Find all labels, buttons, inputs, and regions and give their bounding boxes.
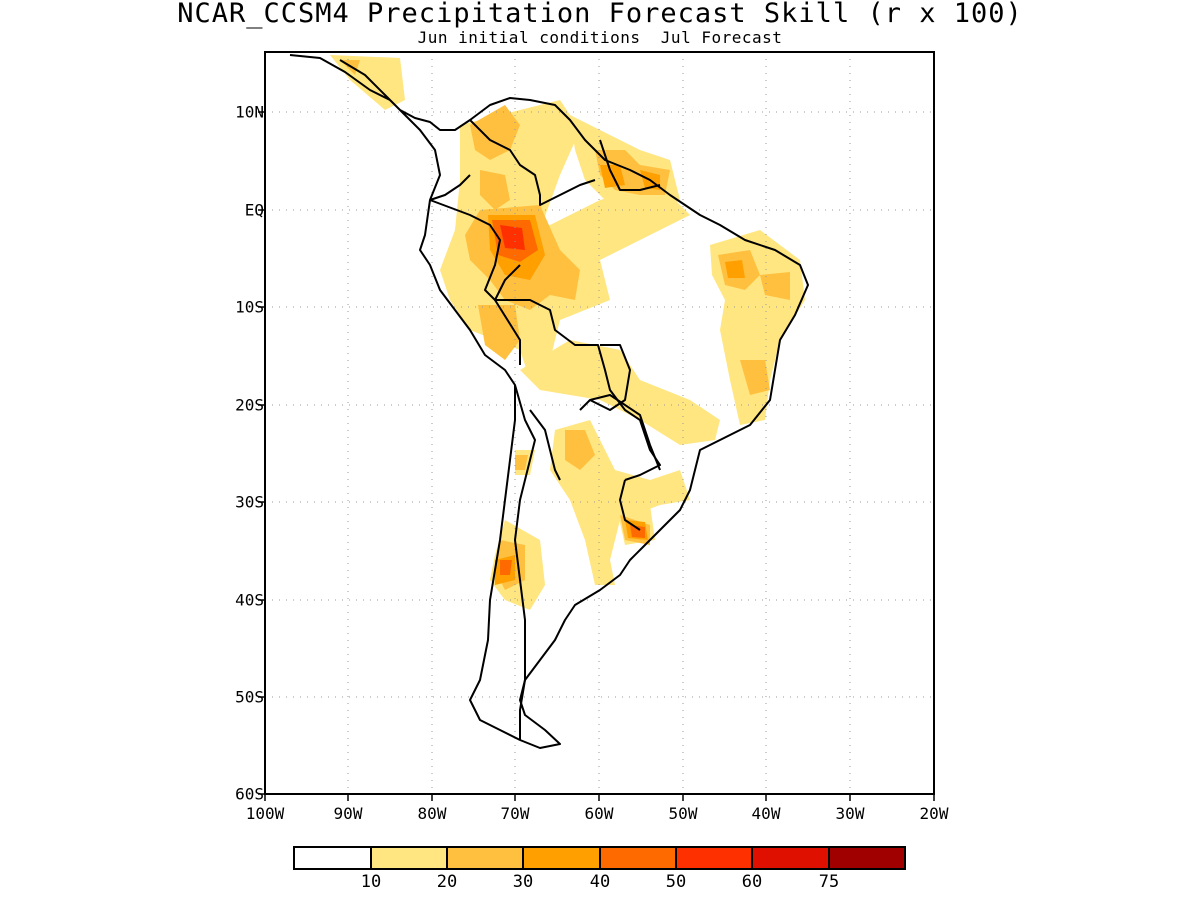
colorbar bbox=[293, 846, 906, 870]
lat-label: 50S bbox=[235, 687, 264, 707]
colorbar-label: 50 bbox=[665, 872, 687, 892]
colorbar-label: 30 bbox=[512, 872, 534, 892]
lon-label: 90W bbox=[333, 804, 363, 823]
lon-label: 40W bbox=[751, 804, 781, 823]
colorbar-label: 75 bbox=[818, 872, 840, 892]
lon-label: 20W bbox=[919, 804, 949, 823]
lon-label: 100W bbox=[245, 804, 285, 823]
lat-label: EQ bbox=[244, 200, 264, 220]
tick-marks bbox=[258, 111, 935, 801]
colorbar-label: 20 bbox=[436, 872, 458, 892]
map-title: NCAR_CCSM4 Precipitation Forecast Skill … bbox=[177, 0, 1023, 29]
lat-label: 40S bbox=[235, 590, 264, 610]
lat-label: 10N bbox=[235, 102, 264, 122]
colorbar-label: 40 bbox=[589, 872, 611, 892]
lat-label: 60S bbox=[235, 784, 264, 804]
lon-label: 60W bbox=[584, 804, 614, 823]
skill-shading bbox=[330, 55, 805, 610]
lat-label: 30S bbox=[235, 492, 264, 512]
lon-label: 70W bbox=[500, 804, 530, 823]
colorbar-label: 10 bbox=[360, 872, 382, 892]
lat-label: 10S bbox=[235, 297, 264, 317]
colorbar-label: 60 bbox=[741, 872, 763, 892]
lon-label: 30W bbox=[835, 804, 865, 823]
lat-label: 20S bbox=[235, 395, 264, 415]
map-subtitle: Jun initial conditions Jul Forecast bbox=[417, 28, 783, 47]
coastlines bbox=[289, 54, 809, 749]
lon-label: 50W bbox=[668, 804, 698, 823]
lon-label: 80W bbox=[417, 804, 447, 823]
